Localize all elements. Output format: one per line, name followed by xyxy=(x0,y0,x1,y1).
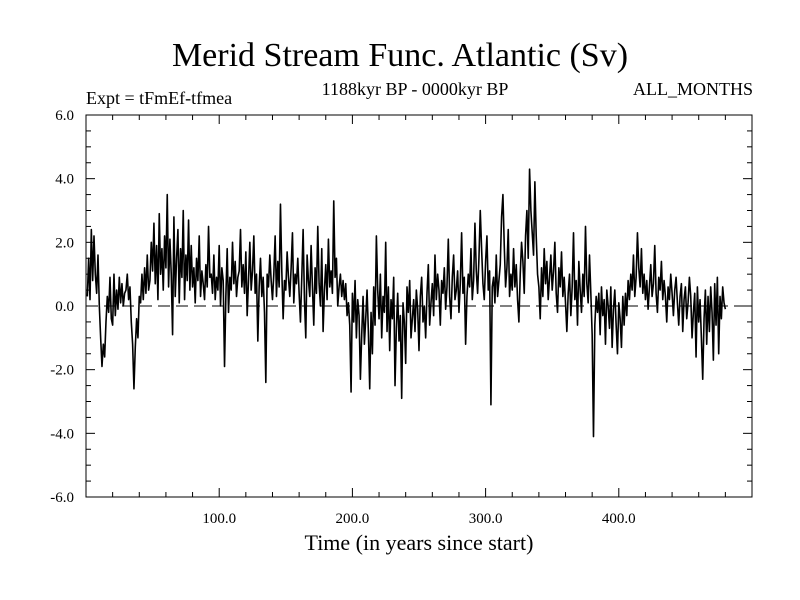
x-tick-label: 100.0 xyxy=(202,511,236,527)
y-tick-label: -6.0 xyxy=(50,490,74,506)
x-axis-title: Time (in years since start) xyxy=(304,530,534,555)
y-tick-label: 4.0 xyxy=(55,172,74,188)
x-tick-label: 400.0 xyxy=(602,511,636,527)
y-tick-label: -2.0 xyxy=(50,363,74,379)
plot-frame xyxy=(85,114,753,498)
chart-subtitle: 1188kyr BP - 0000kyr BP xyxy=(321,79,509,99)
x-axis: 100.0 200.0 300.0 400.0 xyxy=(112,115,726,527)
y-tick-label: 2.0 xyxy=(55,235,74,251)
chart-title: Merid Stream Func. Atlantic (Sv) xyxy=(171,37,629,74)
y-tick-label: -4.0 xyxy=(50,426,74,442)
y-axis: -6.0 -4.0 -2.0 0.0 2.0 4.0 6.0 xyxy=(50,108,752,506)
months-label: ALL_MONTHS xyxy=(633,79,753,99)
y-tick-label: 0.0 xyxy=(55,299,74,315)
y-tick-label: 6.0 xyxy=(55,108,74,124)
series-line xyxy=(86,168,727,438)
experiment-label: Expt = tFmEf-tfmea xyxy=(86,88,233,108)
x-tick-label: 300.0 xyxy=(469,511,503,527)
x-tick-label: 200.0 xyxy=(336,511,370,527)
